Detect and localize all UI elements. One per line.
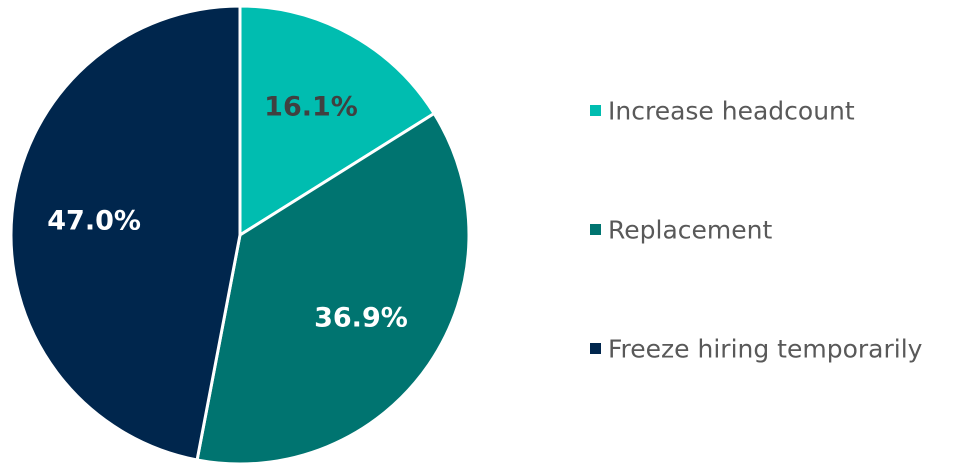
- legend-label-freeze-hiring-temporarily: Freeze hiring temporarily: [608, 335, 923, 364]
- pie-slices: [9, 4, 471, 466]
- legend: Increase headcount Replacement Freeze hiri…: [590, 97, 923, 364]
- data-label-increase-headcount: 16.1%: [264, 91, 358, 122]
- data-label-freeze-hiring-temporarily: 47.0%: [47, 206, 141, 237]
- legend-label-replacement: Replacement: [608, 216, 772, 245]
- legend-label-increase-headcount: Increase headcount: [608, 97, 855, 126]
- pie-slice-labels: 16.1% 36.9% 47.0%: [47, 91, 408, 333]
- legend-swatch-freeze-hiring-temporarily: [590, 343, 601, 354]
- legend-swatch-increase-headcount: [590, 105, 601, 116]
- pie-slice-freeze-hiring-temporarily: [9, 4, 242, 462]
- pie-slice-replacement: [195, 112, 471, 466]
- data-label-replacement: 36.9%: [314, 302, 408, 333]
- legend-swatch-replacement: [590, 224, 601, 235]
- pie-slice-increase-headcount: [238, 4, 436, 237]
